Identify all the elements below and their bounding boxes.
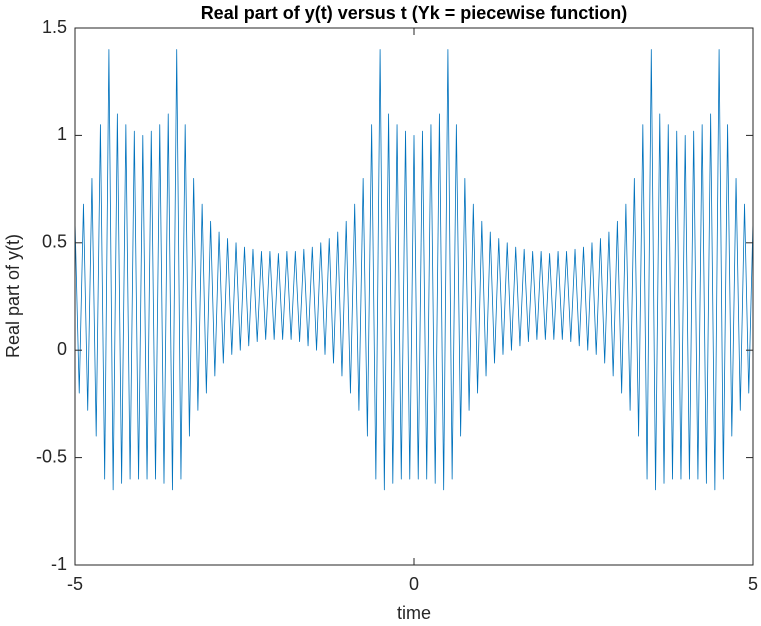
- y-tick-label: -1: [51, 554, 67, 574]
- x-axis-label: time: [397, 603, 431, 623]
- y-tick-label: 0: [57, 339, 67, 359]
- y-tick-label: 1.5: [42, 17, 67, 37]
- data-line: [74, 49, 754, 491]
- y-tick-label: -0.5: [36, 446, 67, 466]
- y-axis-label: Real part of y(t): [3, 234, 23, 358]
- x-tick-label: -5: [67, 574, 83, 594]
- chart-title: Real part of y(t) versus t (Yk = piecewi…: [201, 3, 628, 23]
- y-tick-label: 0.5: [42, 232, 67, 252]
- x-tick-label: 0: [409, 574, 419, 594]
- x-tick-label: 5: [748, 574, 758, 594]
- y-tick-label: 1: [57, 124, 67, 144]
